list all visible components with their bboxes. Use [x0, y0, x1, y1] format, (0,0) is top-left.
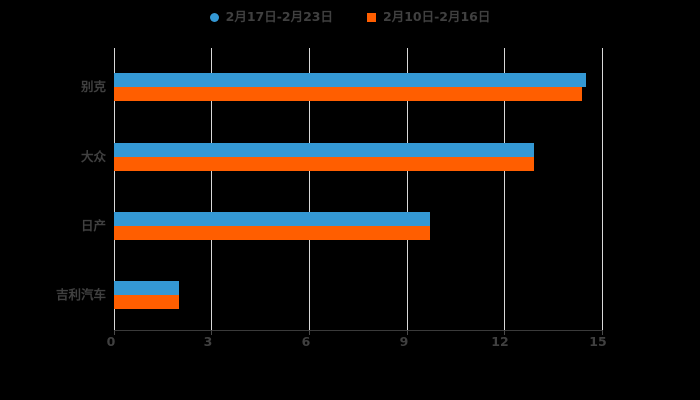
legend-entry-series-0[interactable]: 2月17日-2月23日: [209, 8, 333, 24]
bar-series-0-category-0[interactable]: [114, 73, 586, 87]
gridline-9: [407, 48, 408, 330]
bar-series-1-category-3[interactable]: [114, 295, 180, 309]
y-axis-label-category-3: 吉利汽车: [55, 287, 106, 302]
plot-area: [114, 48, 603, 330]
bar-series-1-category-1[interactable]: [114, 157, 534, 171]
x-axis-tick-15: [602, 330, 603, 335]
x-axis-tick-3: [211, 330, 212, 335]
x-axis-tick-9: [407, 330, 408, 335]
x-axis-tick-label-1: 3: [203, 334, 213, 349]
bar-series-0-category-3[interactable]: [114, 281, 180, 295]
bar-group-1: [114, 143, 602, 171]
legend-label-series-1: 2月10日-2月16日: [383, 8, 491, 24]
legend-entry-series-1[interactable]: 2月10日-2月16日: [367, 8, 491, 24]
x-axis-tick-label-5: 15: [589, 334, 607, 349]
gridline-15: [602, 48, 603, 330]
gridline-0: [114, 48, 115, 330]
x-axis-tick-label-3: 9: [399, 334, 409, 349]
y-axis-label-category-0: 别克: [80, 79, 106, 94]
bar-group-2: [114, 212, 602, 240]
bar-group-0: [114, 73, 602, 101]
gridline-6: [309, 48, 310, 330]
x-axis-tick-6: [309, 330, 310, 335]
x-axis-line: [114, 330, 603, 331]
bar-series-1-category-2[interactable]: [114, 226, 430, 240]
gridline-12: [504, 48, 505, 330]
x-axis-tick-0: [114, 330, 115, 335]
x-axis-tick-12: [504, 330, 505, 335]
x-axis-tick-label-0: 0: [106, 334, 116, 349]
bar-series-0-category-2[interactable]: [114, 212, 430, 226]
x-axis-tick-label-2: 6: [301, 334, 311, 349]
bar-series-0-category-1[interactable]: [114, 143, 534, 157]
bar-group-3: [114, 281, 602, 309]
y-axis-label-category-2: 日产: [80, 218, 106, 233]
bar-series-1-category-0[interactable]: [114, 87, 583, 101]
legend-label-series-0: 2月17日-2月23日: [225, 8, 333, 24]
x-axis-tick-label-4: 12: [491, 334, 509, 349]
y-axis-label-category-1: 大众: [80, 149, 106, 164]
gridline-3: [211, 48, 212, 330]
legend-square-marker-icon: [367, 12, 376, 22]
chart-legend: 2月17日-2月23日 2月10日-2月16日: [0, 5, 700, 29]
legend-circle-marker-icon: [209, 12, 219, 22]
